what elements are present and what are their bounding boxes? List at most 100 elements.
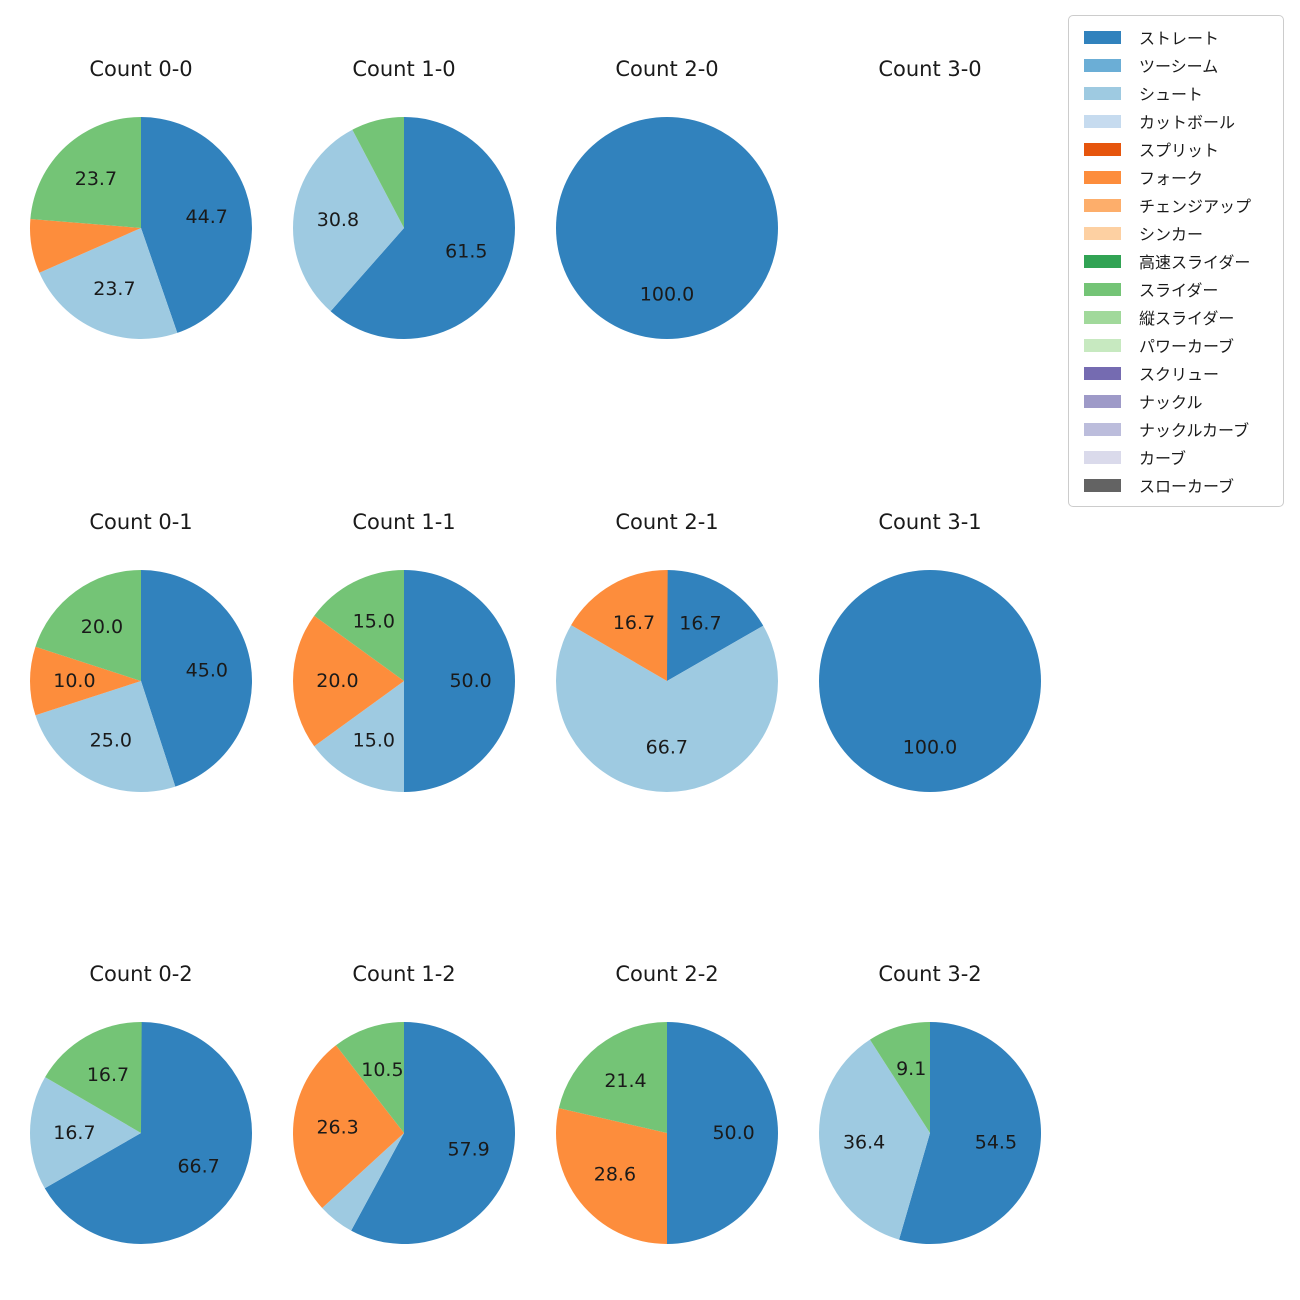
legend-swatch (1084, 338, 1121, 352)
pie-slice (899, 1022, 1042, 1244)
legend-item: カーブ (1069, 443, 1283, 471)
pie-slice-label: 36.4 (843, 1132, 885, 1154)
legend-item: 縦スライダー (1069, 303, 1283, 331)
legend-item: ツーシーム (1069, 51, 1283, 79)
pie-slice-label: 44.7 (186, 206, 228, 228)
legend-swatch (1084, 226, 1121, 240)
legend-label: 縦スライダー (1139, 309, 1235, 328)
pie-slice (558, 1022, 667, 1133)
chart-title: Count 3-1 (878, 510, 982, 534)
pie-slice (141, 570, 253, 787)
legend-swatch (1084, 394, 1121, 408)
legend-label: ナックル (1139, 393, 1203, 412)
pie-chart: 100.0 (819, 570, 1041, 792)
legend-item: ナックルカーブ (1069, 415, 1283, 443)
legend-swatch (1084, 114, 1121, 128)
legend-label: カットボール (1139, 113, 1236, 132)
pie-chart: 66.7 16.7 16.7 (30, 1021, 253, 1244)
pie-slice-label: 54.5 (975, 1131, 1017, 1153)
legend-swatch (1084, 366, 1121, 380)
legend-label: ナックルカーブ (1139, 421, 1250, 440)
pie-slice-label: 9.1 (896, 1058, 926, 1080)
legend-swatch (1084, 282, 1121, 296)
chart-title: Count 3-2 (878, 962, 982, 986)
pie-slice-label: 30.8 (317, 209, 359, 231)
legend-item: ストレート (1069, 23, 1283, 51)
pie-slice-label: 21.4 (604, 1070, 646, 1092)
legend-item: ナックル (1069, 387, 1283, 415)
legend-swatch (1084, 86, 1121, 100)
pie-slice (30, 117, 142, 228)
legend-label: スライダー (1139, 281, 1219, 300)
legend-swatch (1084, 58, 1121, 72)
pie-slice (556, 1108, 667, 1244)
pie-slice-label: 20.0 (316, 670, 358, 692)
legend-swatch (1084, 198, 1121, 212)
pie-chart: 100.0 (556, 117, 778, 339)
legend-swatch (1084, 478, 1121, 492)
chart-title: Count 0-2 (89, 962, 193, 986)
pie-slice (29, 646, 141, 716)
pie-slice (556, 117, 778, 339)
pie-slice-label: 16.7 (87, 1064, 129, 1086)
legend-label: カーブ (1139, 449, 1187, 468)
chart-title: Count 1-1 (352, 510, 456, 534)
pie-slice (293, 129, 404, 312)
pie-chart: 50.0 28.6 21.4 (556, 1022, 778, 1244)
pie-chart: 16.7 66.7 16.7 (555, 569, 778, 793)
legend-item: スプリット (1069, 135, 1283, 163)
pie-slice-label: 15.0 (353, 729, 395, 751)
pie-slice (35, 570, 141, 681)
pie-slice (39, 228, 178, 339)
pie-slice-label: 16.7 (53, 1122, 95, 1144)
legend-label: ツーシーム (1139, 57, 1219, 76)
pie-slice (30, 218, 141, 273)
pie-slice (555, 625, 778, 793)
legend-label: 高速スライダー (1139, 253, 1251, 272)
legend-swatch (1084, 310, 1121, 324)
chart-title: Count 3-0 (878, 57, 982, 81)
chart-title: Count 1-2 (352, 962, 456, 986)
legend-item: スローカーブ (1069, 471, 1283, 499)
pie-slice-label: 23.7 (75, 168, 117, 190)
legend-item: フォーク (1069, 163, 1283, 191)
pie-chart: 57.9 26.3 10.5 (293, 1022, 516, 1244)
legend-label: チェンジアップ (1139, 197, 1252, 216)
pie-slice (869, 1022, 930, 1133)
legend-label: スプリット (1139, 141, 1220, 160)
pie-slice-label: 28.6 (594, 1164, 636, 1186)
legend-item: カットボール (1069, 107, 1283, 135)
legend-label: シンカー (1139, 225, 1204, 244)
legend: ストレートツーシームシュートカットボール スプリットフォークチェンジアップ シンカー… (1068, 15, 1284, 507)
pie-slice-label: 66.7 (646, 737, 688, 759)
pie-slice-label: 50.0 (712, 1122, 754, 1144)
legend-label: シュート (1139, 85, 1204, 104)
pie-slice-label: 25.0 (90, 729, 132, 751)
pie-slice-label: 10.5 (361, 1059, 403, 1081)
pie-chart: 44.7 23.7 23.7 (30, 117, 252, 339)
pie-slice (404, 570, 515, 792)
legend-label: ストレート (1139, 29, 1220, 48)
chart-title: Count 1-0 (352, 57, 456, 81)
pie-slice (667, 570, 764, 681)
pie-chart: 61.5 30.8 (293, 117, 515, 339)
pie-slice-label: 16.7 (613, 612, 655, 634)
chart-title: Count 2-2 (615, 962, 719, 986)
legend-swatch (1084, 170, 1121, 184)
legend-item: スクリュー (1069, 359, 1283, 387)
pie-slice-label: 10.0 (53, 670, 95, 692)
legend-label: スローカーブ (1139, 477, 1235, 496)
pie-chart: 45.0 25.0 10.0 20.0 (29, 570, 253, 793)
pie-slice (330, 117, 515, 339)
pie-slice (141, 117, 252, 333)
legend-swatch (1084, 254, 1121, 268)
pie-slice (667, 1022, 778, 1244)
pie-slice-label: 61.5 (445, 241, 487, 263)
pie-slice-label: 66.7 (177, 1155, 219, 1177)
pie-slice (352, 117, 404, 228)
pie-slice (351, 1022, 516, 1244)
legend-label: スクリュー (1139, 365, 1220, 384)
legend-item: 高速スライダー (1069, 247, 1283, 275)
legend-swatch (1084, 30, 1121, 44)
